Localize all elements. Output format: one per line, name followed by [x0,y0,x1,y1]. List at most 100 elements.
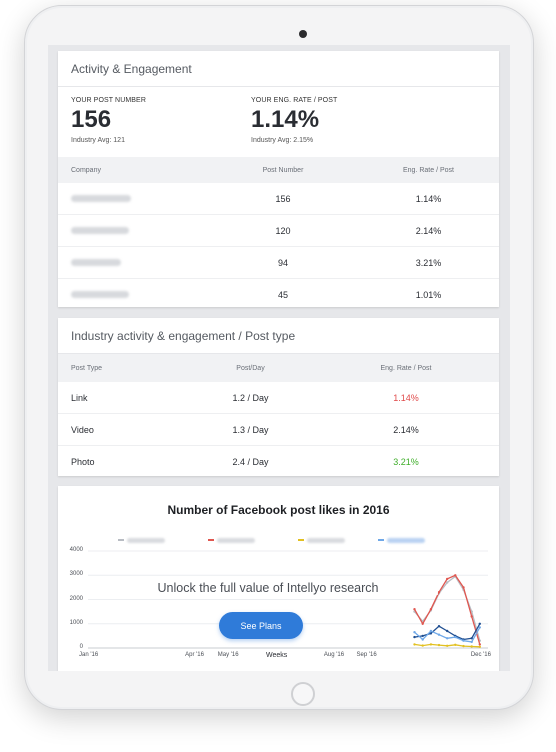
data-point [478,626,481,629]
column-header-post-number: Post Number [262,166,304,174]
data-point [478,645,481,648]
home-button[interactable] [291,682,315,706]
column-header-post-day: Post/Day [236,364,265,372]
eng-rate-cell: 3.21% [393,457,419,467]
y-tick-label: 3000 [69,571,83,578]
data-point [454,635,457,639]
post-number-cell: 45 [277,290,288,300]
data-point [470,615,473,618]
column-header-company: Company [71,166,101,174]
data-point [470,637,473,640]
table-row: 45 1.01% [58,279,499,311]
data-point [429,643,433,646]
table-row: 120 2.14% [58,215,499,247]
data-point [454,574,457,577]
data-point [446,581,449,584]
column-header-eng-rate: Eng. Rate / Post [380,364,432,372]
kpi-industry-avg: Industry Avg: 121 [71,137,125,144]
kpi-label: YOUR POST NUMBER [71,97,146,104]
chart-legend [118,537,458,545]
data-point [446,629,449,633]
y-tick-label: 4000 [69,547,83,553]
upgrade-overlay: Unlock the full value of Intellyo resear… [98,571,458,661]
data-point [446,644,449,647]
post-type-cell: Link [71,392,88,403]
data-point [413,635,416,639]
see-plans-button[interactable]: See Plans [219,612,303,639]
y-tick-label: 0 [79,644,83,650]
legend-item [298,537,345,543]
chart-title: Number of Facebook post likes in 2016 [167,503,390,517]
data-point [470,640,473,644]
kpi-label: YOUR ENG. RATE / POST [251,97,338,104]
kpi-value: 1.14% [251,106,320,133]
x-tick-label: Jan '16 [79,652,99,658]
data-point [470,645,473,648]
card-title: Activity & Engagement [58,51,499,87]
unlock-message: Unlock the full value of Intellyo resear… [98,581,438,595]
card-title: Industry activity & engagement / Post ty… [58,318,499,354]
x-tick-label: Dec '16 [470,652,491,658]
x-axis-title: Weeks [266,652,288,659]
data-point [421,634,424,638]
column-header-post-type: Post Type [71,364,103,372]
data-point [429,608,433,611]
post-type-cell: Photo [71,457,95,467]
kpi-eng-rate: YOUR ENG. RATE / POST 1.14% Industry Avg… [251,97,337,144]
company-name-blurred [71,226,129,234]
x-tick-label: Aug '16 [323,652,345,658]
eng-rate-cell: 2.14% [393,424,419,435]
post-number-cell: 120 [275,225,291,236]
data-point [437,643,441,647]
post-per-day-cell: 1.3 / Day [232,424,269,435]
table-row: Photo 2.4 / Day 3.21% [58,446,499,478]
data-point [437,591,441,594]
data-point [446,577,449,581]
data-point [478,622,481,625]
company-name-blurred [71,194,131,202]
data-point [454,643,457,646]
post-per-day-cell: 2.4 / Day [232,457,269,467]
data-point [421,644,424,647]
kpi-industry-avg: Industry Avg: 2.15% [251,137,314,144]
x-tick-label: Sep '16 [356,652,377,658]
kpi-post-number: YOUR POST NUMBER 156 Industry Avg: 121 [71,97,146,144]
eng-rate-cell: 2.14% [415,225,442,236]
tablet-screen: Activity & Engagement YOUR POST NUMBER 1… [48,45,510,671]
eng-rate-cell: 3.21% [415,257,442,268]
legend-item [378,537,425,543]
data-point [421,638,424,641]
company-name-blurred [71,291,129,298]
legend-item [208,537,255,543]
table-row: 156 1.14% [58,183,499,215]
data-point [429,629,433,633]
x-tick-label: Apr '16 [185,652,204,658]
post-number-cell: 94 [277,257,288,268]
post-type-cell: Video [71,424,94,435]
legend-item [118,537,165,543]
activity-engagement-card: Activity & Engagement YOUR POST NUMBER 1… [58,51,499,307]
kpi-value: 156 [71,106,112,133]
table-row: 94 3.21% [58,247,499,279]
column-header-eng-rate: Eng. Rate / Post [403,166,454,174]
data-point [437,625,441,628]
company-table-header: Company Post Number Eng. Rate / Post [58,157,499,183]
eng-rate-cell: 1.14% [415,193,442,204]
table-row: Video 1.3 / Day 2.14% [58,414,499,446]
post-type-table-header: Post Type Post/Day Eng. Rate / Post [58,354,499,382]
eng-rate-cell: 1.14% [393,392,419,403]
post-per-day-cell: 1.2 / Day [232,392,269,403]
data-point [462,644,465,648]
y-tick-label: 2000 [69,595,83,602]
data-point [429,632,433,635]
data-point [478,643,481,646]
likes-chart-card: Number of Facebook post likes in 2016 0 1… [58,486,499,671]
post-type-card: Industry activity & engagement / Post ty… [58,318,499,476]
data-point [462,639,465,642]
data-point [437,633,441,636]
y-tick-label: 1000 [69,619,83,626]
data-point [413,643,416,646]
data-point [446,637,449,640]
post-number-cell: 156 [275,193,291,204]
table-row: Link 1.2 / Day 1.14% [58,382,499,414]
